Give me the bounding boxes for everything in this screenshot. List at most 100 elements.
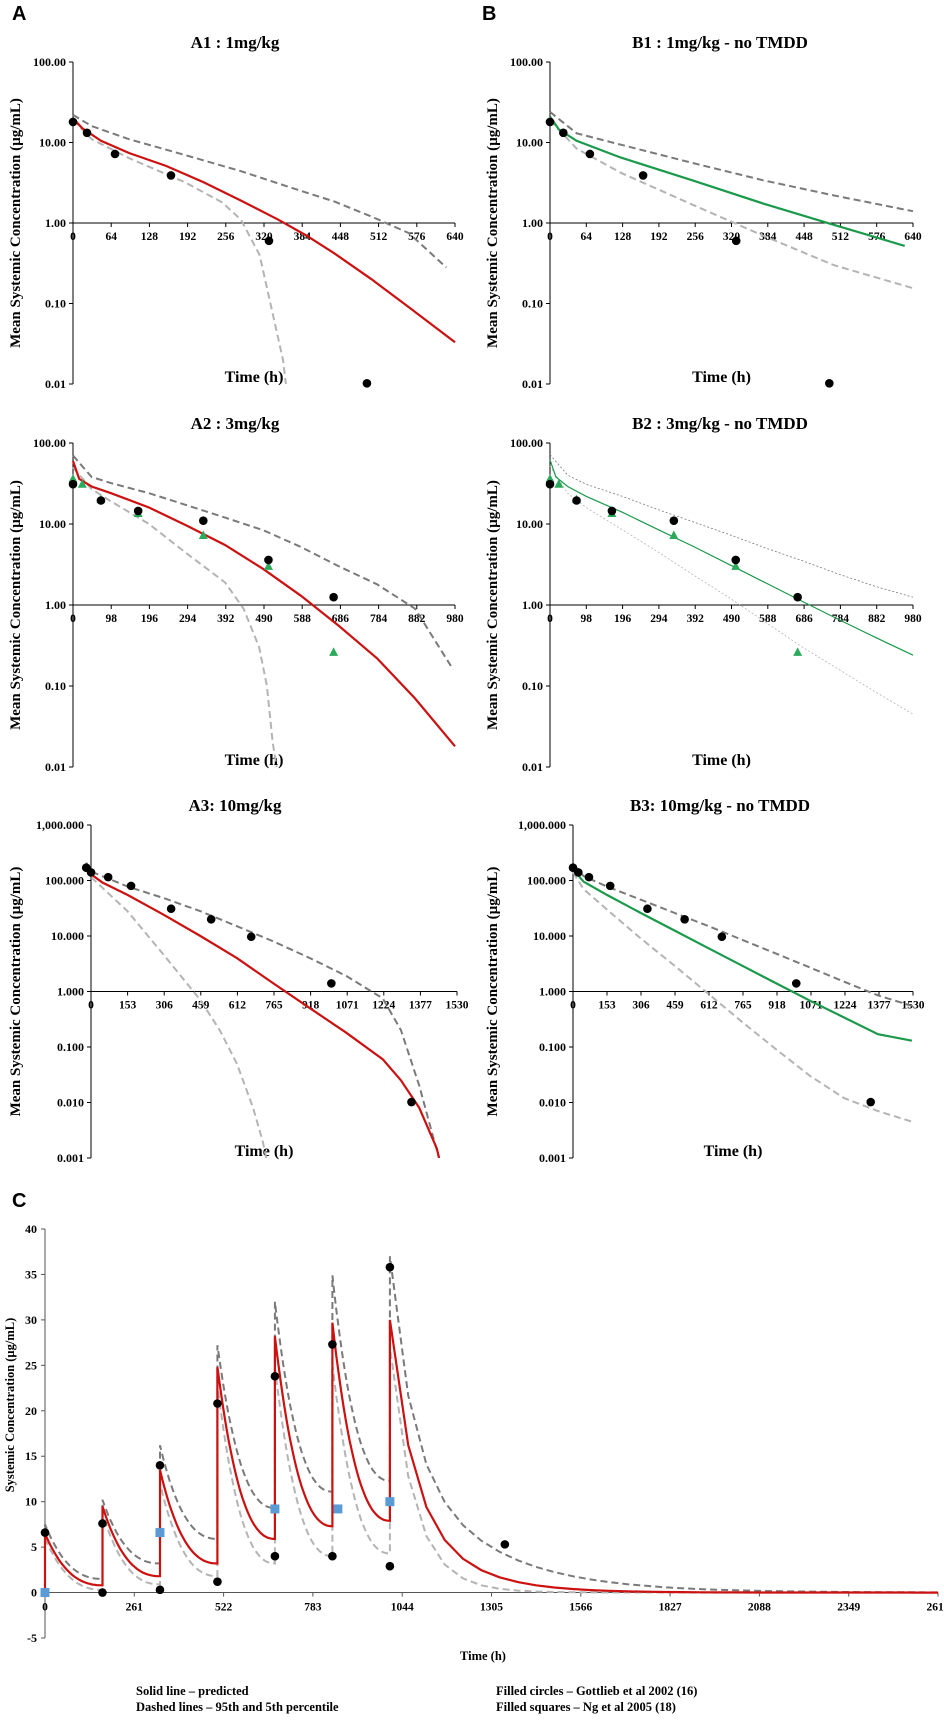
C-circle-point <box>328 1340 337 1349</box>
C-x-tick-label: 1305 <box>480 1602 503 1614</box>
B2-circle-point <box>793 592 802 602</box>
A3-x-label: Time (h) <box>235 1143 294 1160</box>
B2-y-tick-label: 10.00 <box>516 517 543 531</box>
A2-circle-point <box>133 506 143 516</box>
B1-x-tick-label: 64 <box>581 231 593 243</box>
B1-p5-line <box>549 119 914 290</box>
A3-y-tick-label: 0.001 <box>57 1151 84 1165</box>
B2-predicted-line <box>549 459 914 656</box>
A2-x-tick-label: 392 <box>217 613 235 625</box>
A3-title: A3: 10mg/kg <box>188 796 282 815</box>
A2-circle-point <box>264 555 273 565</box>
C-circle-point <box>328 1551 337 1561</box>
C-y-tick-label: 5 <box>31 1540 37 1554</box>
B3-y-tick-label: 10.000 <box>533 929 566 943</box>
B3-y-tick-label: 0.010 <box>539 1096 566 1110</box>
C-y-tick-label: -5 <box>27 1631 37 1645</box>
C-circle-point <box>500 1540 510 1549</box>
B3-x-tick-label: 918 <box>768 1000 786 1012</box>
A3-y-tick-label: 0.100 <box>57 1040 84 1054</box>
B2-x-tick-label: 294 <box>650 613 668 625</box>
B3-y-tick-label: 1.000 <box>539 985 566 999</box>
B2-circle-point <box>545 479 555 489</box>
B1-circle-point <box>559 128 568 138</box>
A2-x-tick-label: 0 <box>70 613 76 625</box>
A1-circle-point <box>110 149 120 159</box>
B3-y-tick-label: 0.001 <box>539 1151 566 1165</box>
A1-x-tick-label: 192 <box>179 231 197 243</box>
A1-predicted-line <box>72 117 456 344</box>
A2-x-tick-label: 196 <box>141 613 159 625</box>
C-x-tick-label: 261 <box>126 1602 144 1614</box>
A3-x-tick-label: 153 <box>119 1000 137 1012</box>
B2-p5-line <box>549 465 914 715</box>
A1-title: A1 : 1mg/kg <box>191 33 280 52</box>
C-square-point <box>155 1528 165 1538</box>
A3-y-tick-label: 100.000 <box>45 874 84 888</box>
A3-x-tick-label: 612 <box>229 1000 247 1012</box>
B2-circle-point <box>669 516 679 525</box>
C-x-tick-label: 2088 <box>748 1602 771 1614</box>
C-y-label: Systemic Concentration (µg/mL) <box>3 1318 17 1493</box>
A3-circle-point <box>206 914 216 924</box>
B1-y-tick-label: 10.00 <box>516 136 543 150</box>
A2-triangle-point <box>263 561 273 570</box>
A3-x-tick-label: 1224 <box>372 1000 395 1012</box>
B3-circle-point <box>717 932 727 942</box>
A1-y-label: Mean Systemic Concentration (µg/mL) <box>8 98 24 348</box>
A2-y-label: Mean Systemic Concentration (µg/mL) <box>8 480 24 730</box>
A2-p5-line <box>72 466 278 767</box>
A1-y-tick-label: 100.00 <box>33 55 66 69</box>
C-x-tick-label: 2349 <box>837 1602 860 1614</box>
C-square-point <box>40 1588 50 1598</box>
C-square-point <box>270 1504 280 1514</box>
A2-y-tick-label: 10.00 <box>39 517 66 531</box>
A1-x-tick-label: 128 <box>141 231 159 243</box>
A2-y-tick-label: 0.01 <box>45 760 66 774</box>
B1-x-tick-label: 256 <box>687 231 705 243</box>
B2-y-tick-label: 0.10 <box>522 679 543 693</box>
B2-circle-point <box>731 555 741 565</box>
A1-y-tick-label: 10.00 <box>39 136 66 150</box>
B2-x-label: Time (h) <box>692 752 751 769</box>
A2-circle-point <box>199 516 208 525</box>
A1-y-tick-label: 1.00 <box>45 216 66 230</box>
A1-y-tick-label: 0.10 <box>45 297 66 311</box>
B2-triangle-point <box>731 561 741 570</box>
C-y-tick-label: 20 <box>25 1404 37 1418</box>
B3-predicted-line <box>572 868 913 1042</box>
B3-x-tick-label: 1224 <box>834 1000 857 1012</box>
B1-circle-point <box>825 379 834 388</box>
A2-circle-point <box>68 479 78 489</box>
B1-y-tick-label: 0.01 <box>522 377 543 391</box>
A2-x-tick-label: 980 <box>446 613 464 625</box>
A3-circle-point <box>86 868 96 877</box>
C-x-label: Time (h) <box>460 1649 506 1663</box>
C-x-tick-label: 1044 <box>391 1602 414 1614</box>
B3-circle-point <box>866 1097 875 1107</box>
B2-triangle-point <box>554 479 564 488</box>
A1-x-tick-label: 0 <box>70 231 76 243</box>
B1-x-tick-label: 192 <box>650 231 668 243</box>
C-y-tick-label: 0 <box>31 1586 37 1600</box>
B1-title: B1 : 1mg/kg - no TMDD <box>632 33 808 52</box>
B2-p95-line <box>549 454 914 598</box>
B1-y-label: Mean Systemic Concentration (µg/mL) <box>485 98 501 348</box>
A3-circle-point <box>166 904 176 914</box>
B1-x-label: Time (h) <box>692 369 751 386</box>
A2-y-tick-label: 0.10 <box>45 679 66 693</box>
B2-title: B2 : 3mg/kg - no TMDD <box>632 414 808 433</box>
B3-x-tick-label: 306 <box>632 1000 650 1012</box>
A2-x-tick-label: 882 <box>408 613 426 625</box>
A2-triangle-point <box>198 530 208 540</box>
B1-circle-point <box>585 149 595 159</box>
A1-circle-point <box>82 128 92 138</box>
B2-x-tick-label: 882 <box>868 613 886 625</box>
B2-circle-point <box>572 496 581 505</box>
A1-x-tick-label: 256 <box>217 231 235 243</box>
B3-x-tick-label: 1071 <box>800 1000 823 1012</box>
A3-predicted-line <box>85 865 441 1158</box>
A3-x-tick-label: 1530 <box>446 1000 469 1012</box>
B3-circle-point <box>643 904 652 914</box>
A3-circle-point <box>126 881 136 891</box>
